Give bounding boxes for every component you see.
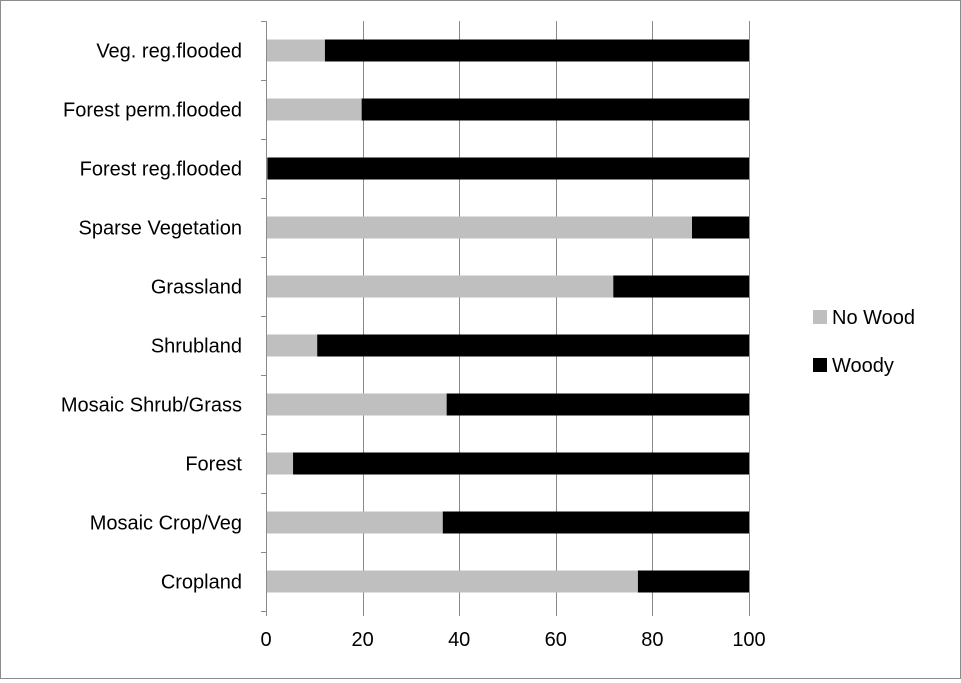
category-label: Forest reg.flooded bbox=[80, 159, 242, 181]
axes bbox=[261, 21, 750, 616]
bar-segment bbox=[266, 334, 318, 357]
bars bbox=[266, 39, 749, 593]
x-tick-label: 20 bbox=[351, 629, 373, 651]
x-tick-label: 80 bbox=[641, 629, 663, 651]
bar-segment bbox=[266, 452, 294, 475]
x-tick-label: 0 bbox=[260, 629, 271, 651]
legend-label: Woody bbox=[832, 355, 894, 377]
x-tick-label: 100 bbox=[732, 629, 765, 651]
bar-segment bbox=[266, 39, 325, 62]
bar-segment bbox=[293, 452, 749, 475]
bar-segment bbox=[324, 39, 749, 62]
bar-segment bbox=[692, 216, 749, 239]
x-tick-label: 40 bbox=[448, 629, 470, 651]
bar-segment bbox=[637, 570, 749, 593]
x-tick-label: 60 bbox=[545, 629, 567, 651]
legend-label: No Wood bbox=[832, 307, 915, 329]
bar-segment bbox=[266, 216, 693, 239]
bar-segment bbox=[317, 334, 749, 357]
bar-segment bbox=[266, 511, 443, 534]
category-label: Grassland bbox=[151, 277, 242, 299]
category-label: Shrubland bbox=[151, 336, 242, 358]
category-label: Cropland bbox=[161, 572, 242, 594]
bar-segment bbox=[266, 275, 614, 298]
bar-segment bbox=[446, 393, 749, 416]
category-label: Forest perm.flooded bbox=[63, 100, 242, 122]
legend-swatch bbox=[813, 310, 827, 324]
category-label: Mosaic Shrub/Grass bbox=[61, 395, 242, 417]
legend: No Wood Woody bbox=[813, 307, 915, 377]
bar-segment bbox=[266, 570, 638, 593]
bar-segment bbox=[613, 275, 749, 298]
bar-segment bbox=[442, 511, 749, 534]
category-label: Veg. reg.flooded bbox=[96, 41, 242, 63]
bar-segment bbox=[266, 393, 447, 416]
axis-labels: Veg. reg.flooded Forest perm.flooded Fores… bbox=[61, 41, 766, 652]
category-label: Forest bbox=[185, 454, 242, 476]
legend-swatch bbox=[813, 358, 827, 372]
bar-segment bbox=[266, 98, 362, 121]
category-label: Sparse Vegetation bbox=[79, 218, 242, 240]
bar-segment bbox=[361, 98, 749, 121]
bar-segment bbox=[267, 157, 749, 180]
category-label: Mosaic Crop/Veg bbox=[90, 513, 242, 535]
